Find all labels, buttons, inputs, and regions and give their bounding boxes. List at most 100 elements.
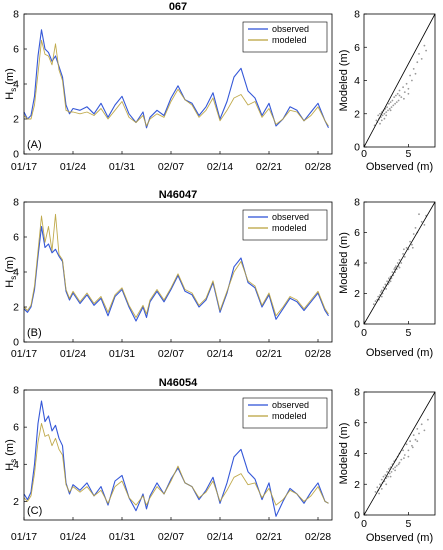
scatter-point — [395, 101, 398, 103]
legend-box — [242, 209, 328, 241]
scatter-point — [376, 486, 379, 489]
y-axis-label-sub: s — [9, 276, 18, 280]
timeseries-panel-N46047: N46047 0 2 4 6 8 01/17 01/24 01/31 02/07 02/14 02/2… — [4, 189, 333, 360]
y-tick-label: 8 — [354, 197, 360, 209]
identity-line — [363, 13, 436, 148]
legend-box — [242, 21, 328, 53]
scatter-point — [420, 58, 423, 60]
y-tick-label: 2 — [354, 479, 360, 491]
x-tick-label: 01/17 — [11, 348, 37, 360]
y-tick-label: 2 — [354, 108, 360, 120]
series-line-modeled — [23, 39, 329, 127]
scatter-point — [394, 469, 396, 472]
legend-box — [242, 397, 328, 429]
scatter-point — [372, 303, 375, 306]
scatter-point — [394, 466, 396, 469]
scatter-point — [380, 291, 382, 293]
scatter-point — [403, 457, 405, 459]
y-axis-label: Modeled (m) — [338, 50, 350, 112]
scatter-point — [375, 119, 378, 122]
x-tick-label: 02/21 — [256, 348, 282, 360]
y-tick-label: 0 — [354, 319, 360, 331]
scatter-point — [400, 96, 403, 98]
scatter-point — [398, 461, 401, 464]
scatter-point — [388, 468, 390, 470]
scatter-point — [412, 233, 415, 235]
scatter-point — [377, 295, 380, 298]
plot-frame — [23, 389, 333, 521]
scatter-point — [374, 491, 377, 493]
x-tick-label: 01/31 — [109, 161, 135, 173]
scatter-point — [394, 102, 396, 105]
scatter-point — [403, 454, 406, 456]
x-tick-label: 02/28 — [305, 348, 331, 360]
x-tick-label: 02/14 — [207, 348, 233, 360]
scatter-point — [388, 107, 391, 110]
scatter-point — [402, 86, 404, 89]
x-tick-label: 02/07 — [158, 348, 184, 360]
y-tick-label: 8 — [13, 385, 19, 397]
x-tick-label: 0 — [361, 148, 367, 160]
x-tick-label: 02/07 — [158, 161, 184, 173]
x-tick-label: 01/24 — [60, 348, 86, 360]
scatter-point — [380, 119, 383, 122]
scatter-point — [389, 280, 392, 283]
scatter-point — [384, 283, 387, 286]
y-tick-label: 4 — [354, 258, 360, 270]
scatter-point — [416, 61, 419, 64]
y-tick-label: 0 — [354, 142, 360, 154]
series-line-modeled — [23, 213, 329, 318]
chart-title: N46047 — [159, 189, 198, 201]
x-axis-label: Observed (m) — [366, 347, 433, 359]
scatter-point — [386, 280, 388, 283]
scatter-point — [380, 488, 383, 490]
scatter-point — [392, 468, 395, 470]
panel-label: (C) — [27, 505, 42, 517]
timeseries-panel-067: 067 0 2 4 6 8 01/17 01/24 01/31 02/07 02/14 02/21 02… — [4, 1, 333, 173]
legend-label-observed: observed — [272, 24, 309, 34]
x-tick-label: 02/28 — [305, 531, 331, 543]
scatter-point — [403, 256, 406, 258]
scatter-point — [381, 114, 384, 117]
scatter-point — [403, 97, 405, 100]
scatter-point — [400, 262, 403, 264]
y-tick-label: 0 — [13, 149, 19, 161]
y-tick-label: 2 — [13, 114, 19, 126]
scatter-point — [398, 266, 401, 269]
y-tick-label: 8 — [354, 9, 360, 21]
scatter-point — [407, 92, 410, 95]
scatter-point — [390, 106, 393, 108]
series-line-modeled — [23, 422, 329, 506]
scatter-point — [386, 106, 388, 108]
scatter-point — [397, 99, 400, 102]
x-tick-label: 02/21 — [256, 531, 282, 543]
y-axis-label-main: H — [4, 92, 16, 100]
panel-label: (A) — [27, 139, 42, 151]
legend-label-modeled: modeled — [272, 411, 307, 421]
y-axis-label-sub: s — [9, 88, 18, 92]
scatter-point — [380, 289, 383, 292]
y-tick-label: 4 — [13, 267, 19, 279]
y-axis-label: Hs (m) — [4, 256, 18, 288]
scatter-point — [374, 300, 377, 302]
scatter-point — [389, 475, 392, 478]
legend-label-modeled: modeled — [272, 35, 307, 45]
scatter-point — [405, 82, 408, 85]
x-tick-label: 5 — [405, 518, 411, 530]
scatter-point — [385, 111, 388, 113]
y-tick-label: 0 — [354, 510, 360, 522]
scatter-point — [395, 265, 397, 267]
scatter-point — [416, 440, 419, 443]
x-axis-label: Observed (m) — [366, 532, 433, 544]
y-tick-label: 4 — [13, 79, 19, 91]
y-tick-label: 2 — [13, 496, 19, 508]
y-axis-label-sub: s — [9, 459, 18, 463]
scatter-point — [380, 295, 383, 298]
scatter-point — [414, 227, 417, 229]
scatter-point — [411, 246, 414, 249]
y-axis-label: Hs (m) — [4, 439, 18, 471]
scatter-point — [405, 246, 408, 249]
